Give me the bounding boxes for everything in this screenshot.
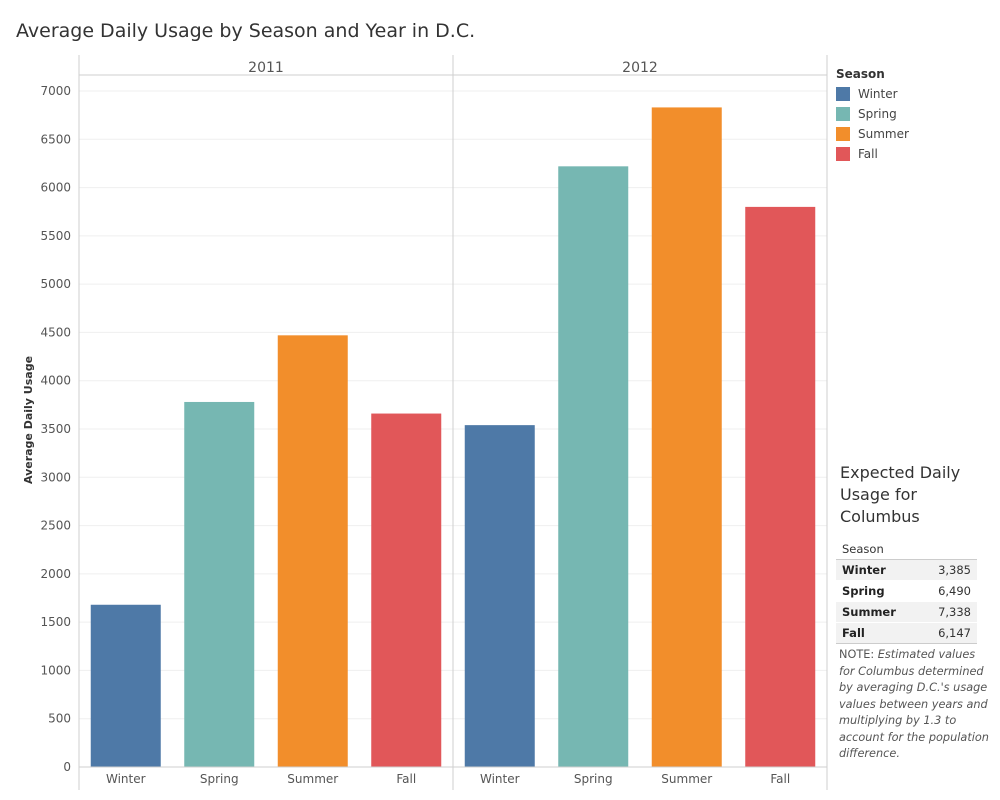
y-tick-label: 6500 <box>40 132 71 146</box>
legend-swatch-spring <box>836 107 850 121</box>
legend-swatch-winter <box>836 87 850 101</box>
y-tick-label: 5000 <box>40 277 71 291</box>
row-season: Summer <box>842 605 896 619</box>
x-tick-label: Spring <box>200 772 239 786</box>
panel-header: 2012 <box>622 60 658 76</box>
x-tick-label: Fall <box>770 772 790 786</box>
y-tick-label: 2000 <box>40 567 71 581</box>
legend-item-summer[interactable]: Summer <box>836 124 909 144</box>
x-tick-label: Summer <box>287 772 338 786</box>
y-tick-label: 2500 <box>40 519 71 533</box>
bar-2012-winter <box>464 425 535 767</box>
y-tick-label: 6000 <box>40 181 71 195</box>
note: NOTE: Estimated values for Columbus dete… <box>839 647 989 763</box>
legend-item-fall[interactable]: Fall <box>836 144 909 164</box>
bar-2011-winter <box>90 604 161 767</box>
bar-2012-summer <box>651 107 722 768</box>
row-value: 6,147 <box>938 626 971 640</box>
y-tick-label: 7000 <box>40 84 71 98</box>
y-tick-label: 0 <box>63 760 71 774</box>
y-tick-label: 500 <box>48 712 71 726</box>
y-tick-label: 3500 <box>40 422 71 436</box>
bar-2012-spring <box>558 166 629 768</box>
bar-2011-spring <box>184 401 255 767</box>
legend: Season Winter Spring Summer Fall <box>836 67 909 164</box>
table-row: Summer 7,338 <box>836 602 977 623</box>
legend-title: Season <box>836 67 885 81</box>
columbus-table: Season Winter 3,385 Spring 6,490 Summer … <box>836 541 977 644</box>
columbus-table-title: Expected Daily Usage for Columbus <box>840 463 961 526</box>
legend-label: Winter <box>858 87 898 101</box>
y-tick-label: 4500 <box>40 325 71 339</box>
x-tick-label: Winter <box>480 772 520 786</box>
x-tick-label: Summer <box>661 772 712 786</box>
chart-title: Average Daily Usage by Season and Year i… <box>16 20 476 42</box>
bar-2011-fall <box>371 413 442 767</box>
y-tick-label: 3000 <box>40 470 71 484</box>
bar-2011-summer <box>277 335 348 767</box>
y-tick-label: 1000 <box>40 663 71 677</box>
y-tick-label: 4000 <box>40 374 71 388</box>
legend-label: Spring <box>858 107 897 121</box>
bar-2012-fall <box>745 206 816 767</box>
legend-item-spring[interactable]: Spring <box>836 104 909 124</box>
legend-label: Fall <box>858 147 878 161</box>
legend-item-winter[interactable]: Winter <box>836 84 909 104</box>
row-season: Winter <box>842 563 886 577</box>
y-axis-title: Average Daily Usage <box>22 356 35 484</box>
panel-header: 2011 <box>248 60 284 76</box>
row-season: Spring <box>842 584 885 598</box>
columbus-table-header: Season <box>836 541 977 560</box>
x-tick-label: Fall <box>396 772 416 786</box>
note-text: Estimated values for Columbus determined… <box>839 648 989 760</box>
note-label: NOTE: <box>839 648 878 661</box>
x-tick-label: Winter <box>106 772 146 786</box>
legend-label: Summer <box>858 127 909 141</box>
y-tick-label: 5500 <box>40 229 71 243</box>
legend-swatch-summer <box>836 127 850 141</box>
row-value: 7,338 <box>938 605 971 619</box>
table-row: Winter 3,385 <box>836 560 977 581</box>
row-season: Fall <box>842 626 865 640</box>
x-tick-label: Spring <box>574 772 613 786</box>
legend-swatch-fall <box>836 147 850 161</box>
table-row: Fall 6,147 <box>836 623 977 644</box>
table-row: Spring 6,490 <box>836 581 977 602</box>
row-value: 3,385 <box>938 563 971 577</box>
y-tick-label: 1500 <box>40 615 71 629</box>
row-value: 6,490 <box>938 584 971 598</box>
